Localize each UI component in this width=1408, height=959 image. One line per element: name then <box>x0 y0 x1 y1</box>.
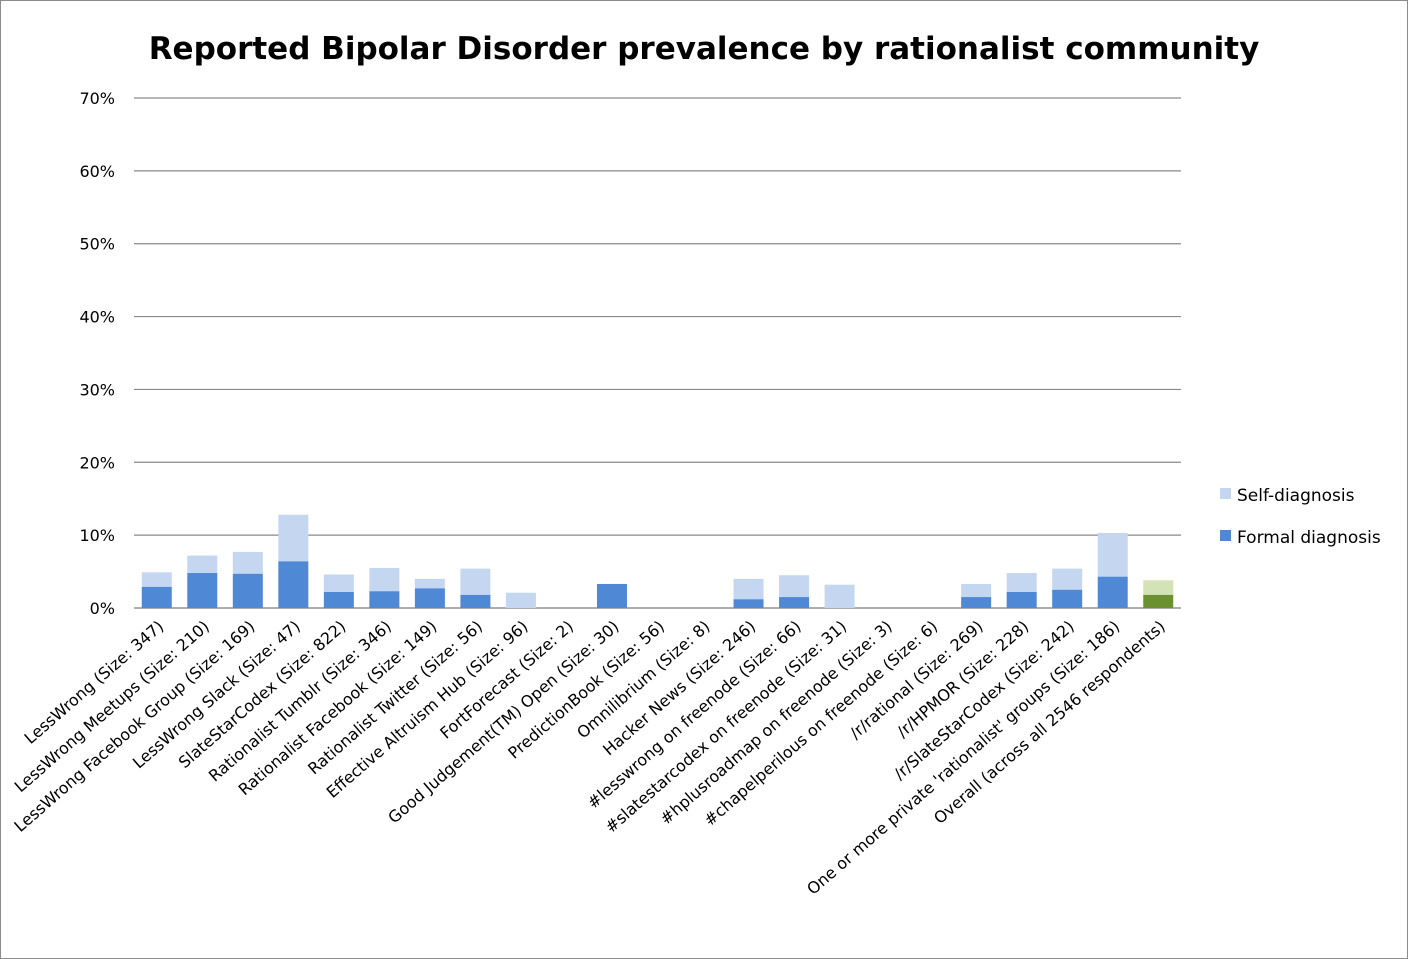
bar-formal-diagnosis <box>369 591 400 608</box>
bar-self-diagnosis <box>278 514 309 562</box>
legend-swatch <box>1220 488 1231 499</box>
gridlines <box>134 97 1181 609</box>
bar-formal-diagnosis <box>414 588 445 608</box>
x-axis-labels: LessWrong (Size: 347)LessWrong Meetups (… <box>10 617 1168 899</box>
bar-self-diagnosis <box>1097 532 1128 577</box>
bar-self-diagnosis <box>1006 573 1037 592</box>
y-tick-label: 20% <box>79 453 115 472</box>
legend-swatch <box>1220 530 1231 541</box>
bar-self-diagnosis <box>1143 580 1174 595</box>
bar-formal-diagnosis <box>323 591 354 608</box>
bar-self-diagnosis <box>323 574 354 592</box>
y-tick-label: 30% <box>79 380 115 399</box>
bar-formal-diagnosis <box>733 599 764 608</box>
legend-label: Self-diagnosis <box>1237 486 1355 506</box>
legend: Self-diagnosis Formal diagnosis <box>1220 486 1381 548</box>
bar-self-diagnosis <box>1052 568 1083 590</box>
bar-self-diagnosis <box>733 578 764 600</box>
bar-formal-diagnosis <box>1097 576 1128 608</box>
bar-formal-diagnosis <box>961 597 992 608</box>
bar-self-diagnosis <box>187 555 218 574</box>
bar-self-diagnosis <box>961 583 992 598</box>
bar-self-diagnosis <box>824 584 855 608</box>
y-tick-label: 0% <box>90 599 115 618</box>
bar-self-diagnosis <box>369 567 400 592</box>
y-tick-label: 10% <box>79 526 115 545</box>
y-tick-label: 50% <box>79 235 115 254</box>
y-axis-ticks: 0% 10% 20% 30% 40% 50% 60% 70% <box>79 89 115 618</box>
bar-self-diagnosis <box>779 575 810 598</box>
x-category-label: LessWrong Meetups (Size: 210) <box>11 617 213 796</box>
y-tick-label: 60% <box>79 162 115 181</box>
y-tick-label: 40% <box>79 308 115 327</box>
bar-formal-diagnosis <box>141 586 172 608</box>
bar-formal-diagnosis <box>232 573 263 608</box>
bar-formal-diagnosis <box>779 597 810 608</box>
bar-formal-diagnosis <box>460 594 491 608</box>
bar-formal-diagnosis <box>1052 589 1083 608</box>
legend-label: Formal diagnosis <box>1237 528 1381 548</box>
bar-formal-diagnosis <box>596 583 627 608</box>
bar-self-diagnosis <box>414 578 445 589</box>
bar-formal-diagnosis <box>1006 591 1037 608</box>
bar-self-diagnosis <box>460 568 491 595</box>
bar-self-diagnosis <box>505 592 536 608</box>
bar-formal-diagnosis <box>278 561 309 608</box>
bar-formal-diagnosis <box>1143 594 1174 608</box>
bar-formal-diagnosis <box>187 573 218 608</box>
y-tick-label: 70% <box>79 89 115 108</box>
bars <box>141 514 1174 608</box>
bar-self-diagnosis <box>141 572 172 587</box>
bar-self-diagnosis <box>232 551 263 574</box>
chart-title: Reported Bipolar Disorder prevalence by … <box>149 31 1260 67</box>
